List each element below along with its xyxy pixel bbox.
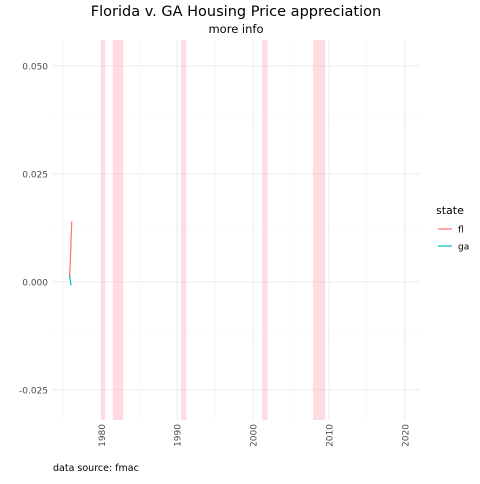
series-lines	[68, 221, 73, 286]
grid-major	[52, 40, 420, 420]
grid-minor	[52, 40, 420, 420]
legend-title: state	[436, 204, 464, 217]
y-tick-label: 0.050	[22, 62, 48, 72]
series-line-fl	[68, 221, 73, 278]
legend-items: fl ga	[438, 226, 469, 253]
x-tick-label: 2020	[401, 424, 411, 447]
y-tick-label: 0.025	[22, 170, 48, 180]
x-tick-label: 1980	[98, 424, 108, 447]
recession-band	[313, 40, 326, 420]
x-tick-label: 1990	[174, 424, 184, 447]
recession-bands	[101, 40, 326, 420]
legend-label-fl: fl	[458, 226, 464, 236]
y-tick-label: 0.000	[22, 278, 48, 288]
x-tick-label: 2010	[325, 424, 335, 447]
recession-band	[112, 40, 124, 420]
chart-title: Florida v. GA Housing Price appreciation	[91, 4, 381, 20]
chart-subtitle: more info	[208, 22, 263, 36]
x-tick-labels: 1980 1990 2000 2010 2020	[98, 424, 412, 447]
legend-label-ga: ga	[458, 243, 469, 253]
recession-band	[101, 40, 106, 420]
recession-band	[180, 40, 187, 420]
chart-caption: data source: fmac	[53, 463, 139, 474]
y-tick-label: -0.025	[19, 386, 48, 396]
x-tick-label: 2000	[250, 424, 260, 447]
recession-band	[262, 40, 268, 420]
legend: state fl ga	[436, 204, 469, 253]
series-line-ga	[68, 275, 72, 286]
y-tick-labels: -0.025 0.000 0.025 0.050	[19, 62, 48, 396]
